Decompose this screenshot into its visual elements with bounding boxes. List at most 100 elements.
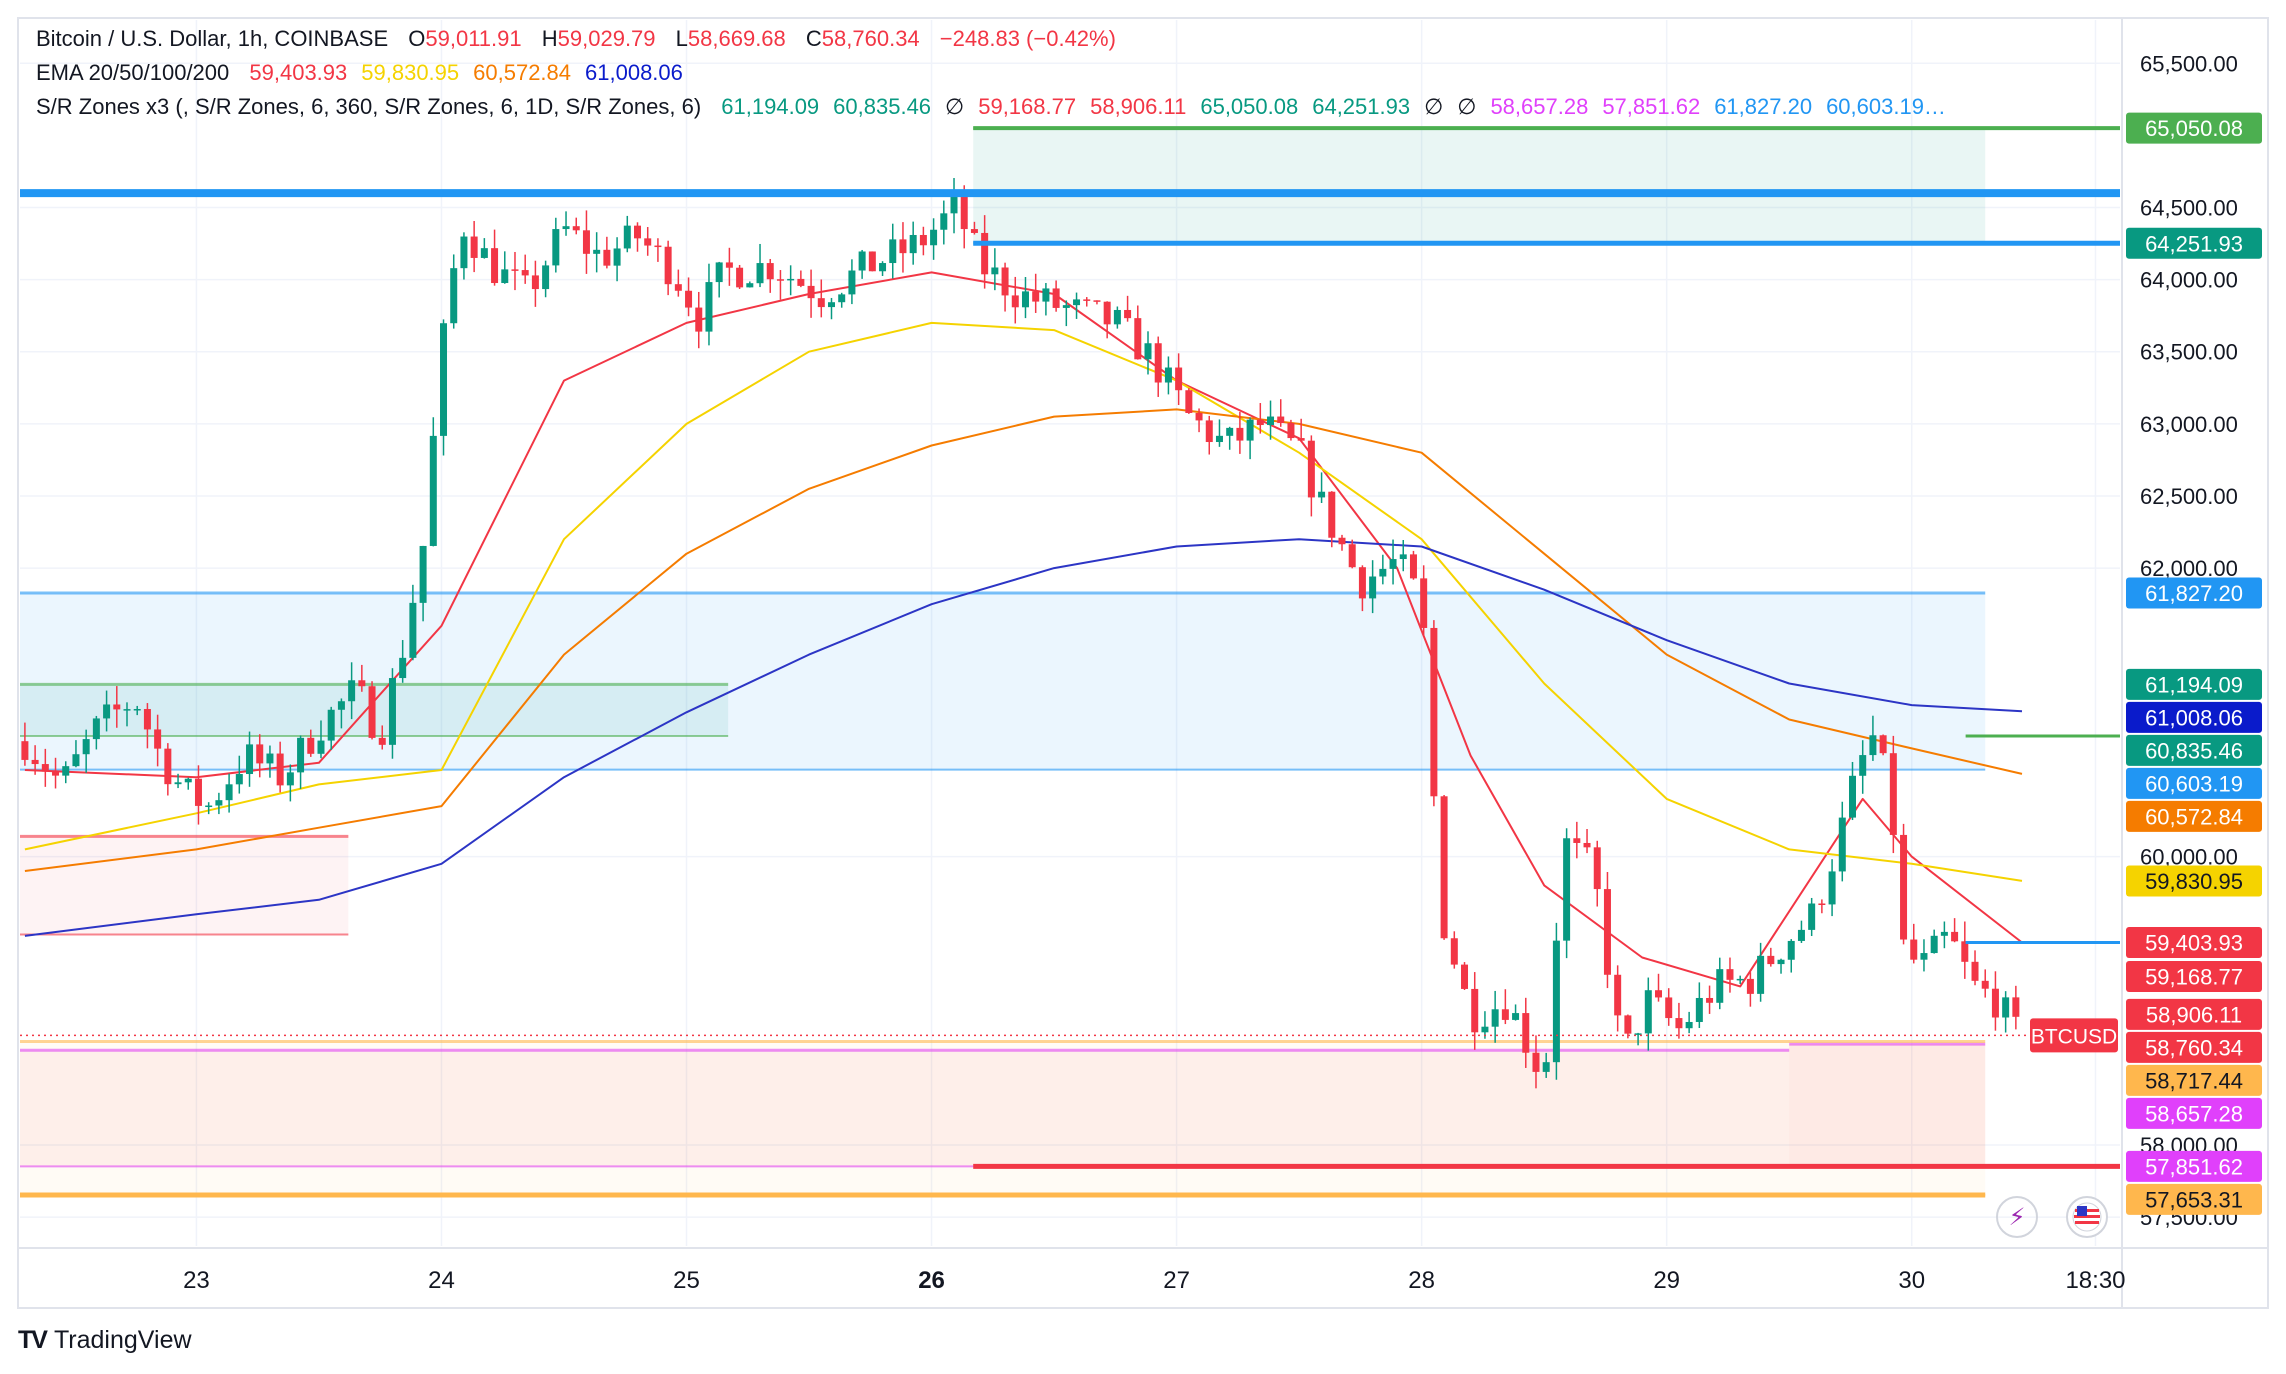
- candle-body: [1195, 412, 1203, 421]
- price-badge: 58,906.11: [2126, 998, 2262, 1030]
- symbol-title[interactable]: Bitcoin / U.S. Dollar, 1h, COINBASE: [36, 26, 389, 51]
- price-tick-label: 63,000.00: [2140, 412, 2238, 437]
- candle-body: [1369, 576, 1377, 599]
- candle-body: [1491, 1009, 1499, 1027]
- candle-body: [1338, 537, 1346, 545]
- candle-body: [1614, 974, 1622, 1016]
- candle-body: [215, 800, 223, 806]
- lightning-icon[interactable]: ⚡: [1996, 1196, 2038, 1238]
- price-badge-label: 61,008.06: [2145, 705, 2243, 730]
- candle-body: [1644, 990, 1652, 1034]
- candle-body: [1940, 931, 1948, 936]
- sr-legend-value: 58,906.11: [1090, 94, 1187, 119]
- candle-body: [879, 263, 887, 272]
- candle-body: [1461, 964, 1469, 989]
- candle-body: [1981, 980, 1989, 989]
- candle-body: [817, 298, 825, 308]
- candle-body: [440, 323, 448, 436]
- candle-body: [787, 278, 795, 281]
- candle-body: [1277, 416, 1285, 423]
- candle-body: [368, 686, 376, 738]
- candle-body: [2002, 997, 2010, 1018]
- candle-body: [1348, 544, 1356, 568]
- sr-zones: [20, 126, 1986, 1197]
- candle-body: [654, 245, 662, 248]
- candle-body: [1307, 440, 1315, 498]
- ema-legend[interactable]: EMA 20/50/100/200 59,403.93 59,830.95 60,5…: [36, 60, 683, 86]
- tradingview-brand[interactable]: TV TradingView: [18, 1326, 192, 1355]
- candle-body: [276, 753, 284, 786]
- candle-body: [715, 262, 723, 283]
- ema-legend-label[interactable]: EMA 20/50/100/200: [36, 60, 230, 85]
- price-badge-label: 64,251.93: [2145, 231, 2243, 256]
- candle-body: [1144, 343, 1152, 360]
- candle-body: [940, 213, 948, 230]
- candle-body: [52, 771, 60, 776]
- candle-body: [746, 283, 754, 288]
- price-badge-label: 58,657.28: [2145, 1101, 2243, 1126]
- price-tick-label: 64,500.00: [2140, 196, 2238, 221]
- candle-body: [1073, 299, 1081, 306]
- price-badge: 60,835.46: [2126, 734, 2262, 766]
- price-badge-bg: [2126, 701, 2262, 733]
- close-value: 58,760.34: [821, 26, 920, 51]
- candle-body: [511, 269, 519, 271]
- candle-body: [950, 195, 958, 214]
- candle-body: [235, 774, 243, 785]
- candle-body: [450, 268, 458, 324]
- candle-body: [480, 248, 488, 258]
- candle-body: [1215, 435, 1223, 443]
- candle-body: [1706, 997, 1714, 1003]
- price-badge: 65,050.08: [2126, 112, 2262, 144]
- ema-legend-value: 59,830.95: [361, 60, 460, 85]
- price-tick-label: 64,000.00: [2140, 268, 2238, 293]
- time-tick-label: 26: [918, 1267, 945, 1294]
- candle-body: [542, 265, 550, 290]
- candle-body: [1358, 567, 1366, 599]
- candle-body: [756, 263, 764, 284]
- sr-legend[interactable]: S/R Zones x3 (, S/R Zones, 6, 360, S/R Z…: [36, 94, 1946, 120]
- price-badge-label: 59,830.95: [2145, 869, 2243, 894]
- price-badge-label: 61,827.20: [2145, 581, 2243, 606]
- candle-body: [858, 251, 866, 271]
- candle-body: [1736, 978, 1744, 981]
- change-value: −248.83 (−0.42%): [939, 26, 1116, 51]
- price-badge-bg: [2126, 1183, 2262, 1215]
- candle-body: [164, 748, 172, 785]
- candle-body: [1828, 871, 1836, 905]
- flag-icon[interactable]: [2066, 1196, 2108, 1238]
- candle-body: [409, 602, 417, 658]
- candle-body: [133, 709, 141, 711]
- time-tick-label: 18:30: [2065, 1267, 2125, 1294]
- price-badge-bg: [2126, 800, 2262, 832]
- sr-legend-label[interactable]: S/R Zones x3 (, S/R Zones, 6, 360, S/R Z…: [36, 94, 702, 119]
- time-tick-label: 28: [1408, 1267, 1435, 1294]
- open-value: 59,011.91: [425, 26, 522, 51]
- candle-body: [1910, 939, 1918, 960]
- price-badge: 61,194.09: [2126, 668, 2262, 700]
- sr-legend-values: 61,194.09 60,835.46 ∅ 59,168.77 58,906.11 65,…: [707, 94, 1946, 119]
- sr-legend-value: 58,657.28: [1490, 94, 1589, 119]
- candle-body: [1481, 1026, 1489, 1033]
- price-badges: 65,050.08 64,251.93 61,827.20 61,194.09 61,0…: [2126, 112, 2262, 1215]
- sr-zone: [1789, 1044, 1986, 1167]
- price-badge: 59,403.93: [2126, 927, 2262, 959]
- price-badge: 60,572.84: [2126, 800, 2262, 832]
- candle-body: [1991, 988, 1999, 1018]
- candle-body: [685, 290, 693, 308]
- symbol-legend[interactable]: Bitcoin / U.S. Dollar, 1h, COINBASE O59,…: [36, 26, 1116, 52]
- ema-legend-values: 59,403.93 59,830.95 60,572.84 61,008.06: [235, 60, 683, 85]
- candle-body: [194, 778, 202, 806]
- candle-body: [705, 282, 713, 332]
- candle-body: [1256, 419, 1264, 426]
- candle-body: [1889, 753, 1897, 835]
- time-axis[interactable]: 23 24 25 26 27 28 29 30 18:30: [183, 1267, 2125, 1294]
- candle-body: [664, 246, 672, 285]
- candle-body: [909, 234, 917, 254]
- candle-body: [1042, 288, 1050, 302]
- brand-name: TradingView: [53, 1326, 192, 1354]
- candle-body: [1757, 955, 1765, 994]
- candle-body: [1522, 1013, 1530, 1053]
- price-badge-label: 60,572.84: [2145, 804, 2243, 829]
